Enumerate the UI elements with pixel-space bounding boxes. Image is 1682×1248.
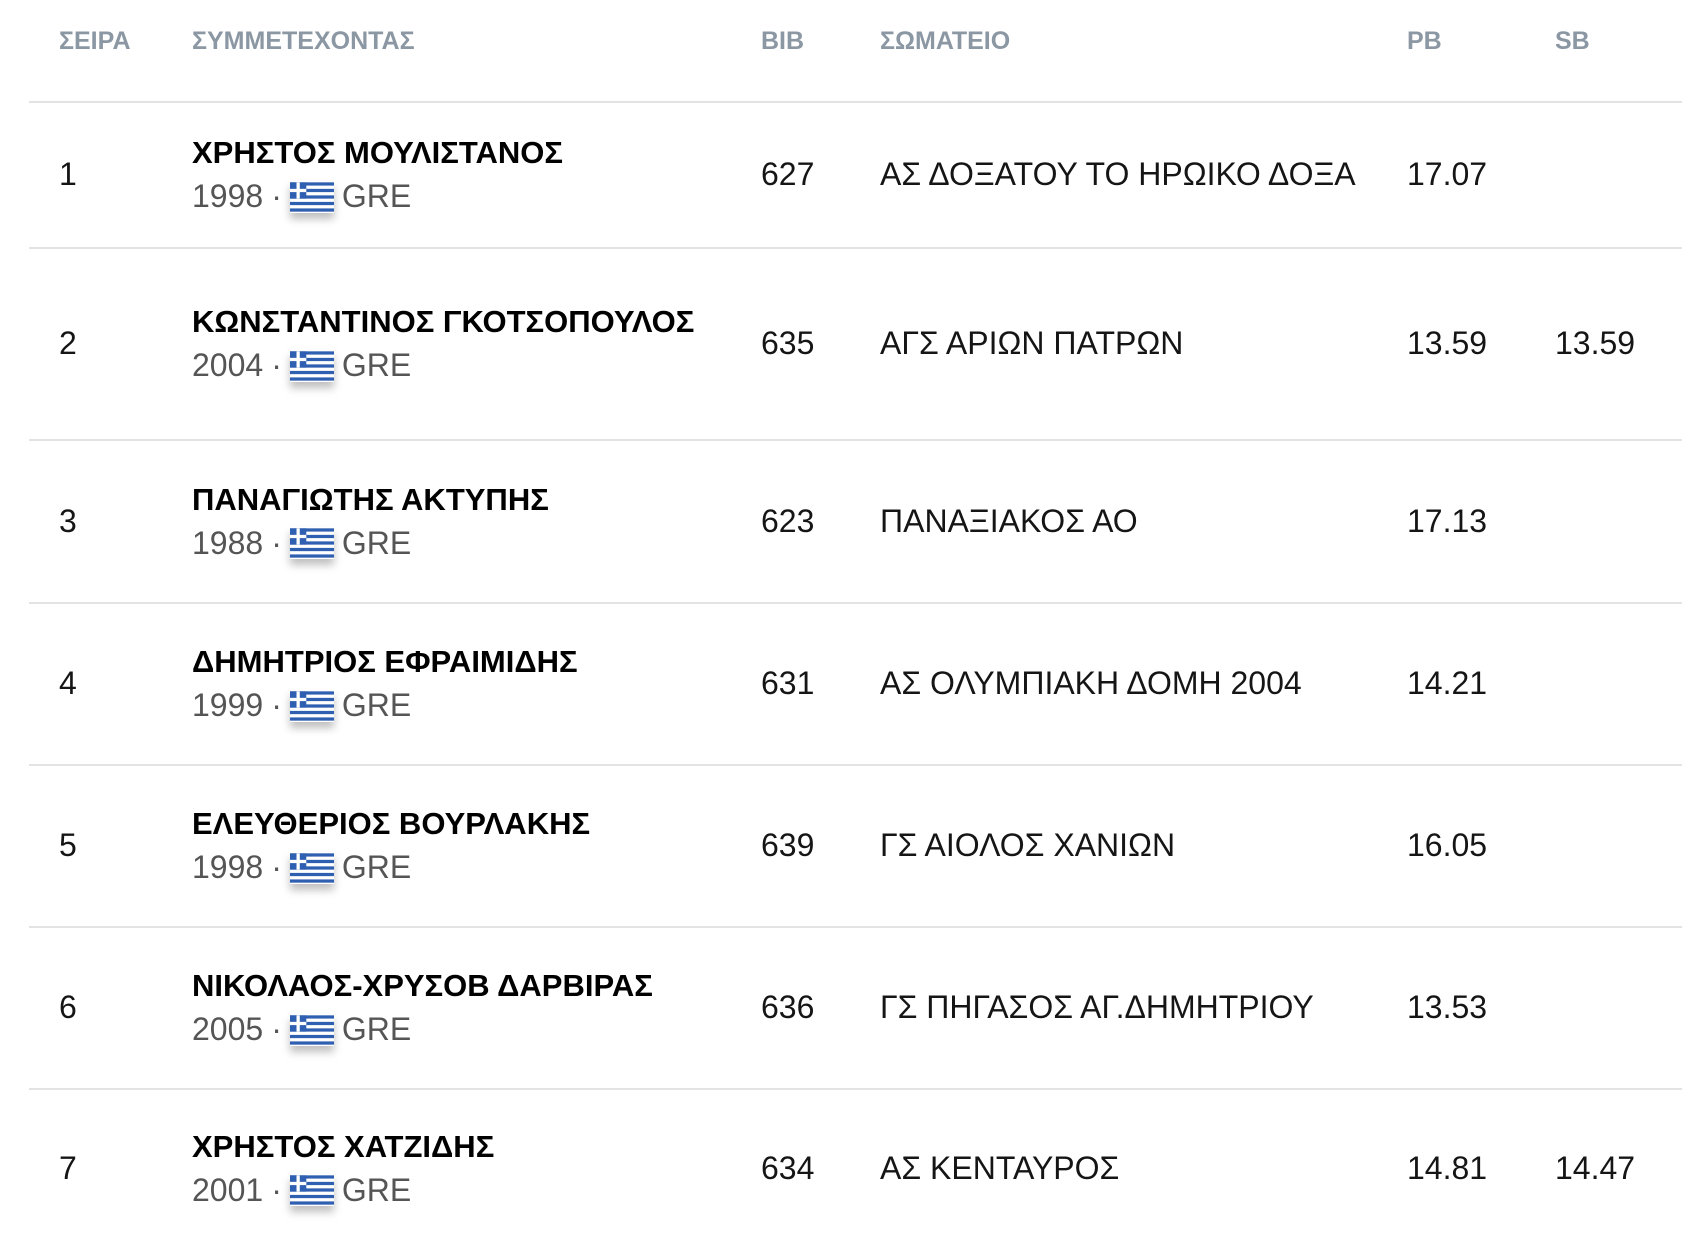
athlete-meta: 2005 · GRE [192,1009,761,1051]
athlete-name[interactable]: ΧΡΗΣΤΟΣ ΜΟΥΛΙΣΤΑΝΟΣ [192,135,564,171]
athlete-meta: 1988 · GRE [192,523,761,565]
separator: · [271,178,282,215]
athlete-name[interactable]: ΚΩΝΣΤΑΝΤΙΝΟΣ ΓΚΟΤΣΟΠΟΥΛΟΣ [192,304,695,340]
sb-cell [1555,102,1682,248]
bib-cell: 636 [761,989,815,1026]
pb-cell: 13.53 [1407,989,1488,1026]
rank-cell: 3 [59,502,77,539]
sb-cell [1555,603,1682,765]
athlete-cell: ΔΗΜΗΤΡΙΟΣ ΕΦΡΑΙΜΙΔΗΣ 1999 · GRE [192,603,761,765]
sb-cell [1555,765,1682,927]
table-header: ΣΕΙΡΑ ΣΥΜΜΕΤΕΧΟΝΤΑΣ BIB ΣΩΜΑΤΕΙΟ PB SB [29,0,1682,102]
athlete-name[interactable]: ΔΗΜΗΤΡΙΟΣ ΕΦΡΑΙΜΙΔΗΣ [192,644,578,680]
athlete-meta: 1998 · GRE [192,176,761,218]
greece-flag-icon [289,852,334,884]
table-row[interactable]: 7 ΧΡΗΣΤΟΣ ΧΑΤΖΙΔΗΣ 2001 · GRE 634 [29,1089,1682,1247]
country-code: GRE [341,1171,412,1208]
club-cell: ΑΣ ΟΛΥΜΠΙΑΚΗ ΔΟΜΗ 2004 [880,665,1302,702]
rank-cell: 5 [59,827,77,864]
greece-flag-icon [289,527,334,559]
bib-cell: 627 [761,156,815,193]
greece-flag-icon [289,690,334,722]
birth-year: 1998 [192,849,264,886]
rank-cell: 1 [59,156,77,193]
bib-cell: 631 [761,665,815,702]
separator: · [271,524,282,561]
birth-year: 1988 [192,524,264,561]
country-code: GRE [341,347,412,384]
club-cell: ΑΣ ΔΟΞΑΤΟΥ ΤΟ ΗΡΩΙΚΟ ΔΟΞΑ [880,156,1356,193]
athlete-meta: 1999 · GRE [192,685,761,727]
bib-cell: 635 [761,325,815,362]
country-code: GRE [341,178,412,215]
separator: · [271,1011,282,1048]
pb-cell: 14.81 [1407,1149,1488,1186]
header-athlete[interactable]: ΣΥΜΜΕΤΕΧΟΝΤΑΣ [192,27,415,55]
header-sb[interactable]: SB [1555,27,1590,55]
sb-cell: 13.59 [1555,325,1636,362]
table-row[interactable]: 1 ΧΡΗΣΤΟΣ ΜΟΥΛΙΣΤΑΝΟΣ 1998 · GRE 627 [29,102,1682,248]
birth-year: 1998 [192,178,264,215]
header-bib[interactable]: BIB [761,27,805,55]
pb-cell: 14.21 [1407,665,1488,702]
table-row[interactable]: 4 ΔΗΜΗΤΡΙΟΣ ΕΦΡΑΙΜΙΔΗΣ 1999 · GRE 631 [29,603,1682,765]
country-code: GRE [341,524,412,561]
club-cell: ΠΑΝΑΞΙΑΚΟΣ ΑΟ [880,502,1138,539]
table-row[interactable]: 5 ΕΛΕΥΘΕΡΙΟΣ ΒΟΥΡΛΑΚΗΣ 1998 · GRE 639 [29,765,1682,927]
athlete-name[interactable]: ΠΑΝΑΓΙΩΤΗΣ ΑΚΤΥΠΗΣ [192,481,549,517]
bib-cell: 639 [761,827,815,864]
birth-year: 1999 [192,687,264,724]
athlete-cell: ΧΡΗΣΤΟΣ ΧΑΤΖΙΔΗΣ 2001 · GRE [192,1089,761,1247]
separator: · [271,687,282,724]
club-cell: ΑΓΣ ΑΡΙΩΝ ΠΑΤΡΩΝ [880,325,1184,362]
table-row[interactable]: 2 ΚΩΝΣΤΑΝΤΙΝΟΣ ΓΚΟΤΣΟΠΟΥΛΟΣ 2004 · GRE [29,248,1682,440]
pb-cell: 17.07 [1407,156,1488,193]
birth-year: 2005 [192,1011,264,1048]
athlete-name[interactable]: ΕΛΕΥΘΕΡΙΟΣ ΒΟΥΡΛΑΚΗΣ [192,806,591,842]
separator: · [271,1171,282,1208]
header-rank[interactable]: ΣΕΙΡΑ [59,27,131,55]
club-cell: ΑΣ ΚΕΝΤΑΥΡΟΣ [880,1149,1120,1186]
header-club[interactable]: ΣΩΜΑΤΕΙΟ [880,27,1011,55]
athlete-meta: 2004 · GRE [192,345,761,387]
birth-year: 2001 [192,1171,264,1208]
bib-cell: 623 [761,502,815,539]
sb-cell: 14.47 [1555,1149,1636,1186]
table-row[interactable]: 3 ΠΑΝΑΓΙΩΤΗΣ ΑΚΤΥΠΗΣ 1988 · GRE 623 [29,440,1682,603]
start-list-table: ΣΕΙΡΑ ΣΥΜΜΕΤΕΧΟΝΤΑΣ BIB ΣΩΜΑΤΕΙΟ PB SB 1… [29,0,1682,1247]
club-cell: ΓΣ ΑΙΟΛΟΣ ΧΑΝΙΩΝ [880,827,1176,864]
separator: · [271,849,282,886]
athlete-cell: ΝΙΚΟΛΑΟΣ-ΧΡΥΣΟΒ ΔΑΡΒΙΡΑΣ 2005 · GRE [192,927,761,1089]
bib-cell: 634 [761,1149,815,1186]
country-code: GRE [341,1011,412,1048]
country-code: GRE [341,687,412,724]
athlete-cell: ΧΡΗΣΤΟΣ ΜΟΥΛΙΣΤΑΝΟΣ 1998 · GRE [192,102,761,248]
greece-flag-icon [289,1014,334,1046]
club-cell: ΓΣ ΠΗΓΑΣΟΣ ΑΓ.ΔΗΜΗΤΡΙΟΥ [880,989,1314,1026]
rank-cell: 4 [59,665,77,702]
pb-cell: 13.59 [1407,325,1488,362]
rank-cell: 2 [59,325,77,362]
birth-year: 2004 [192,347,264,384]
header-pb[interactable]: PB [1407,27,1442,55]
greece-flag-icon [289,350,334,382]
country-code: GRE [341,849,412,886]
athlete-name[interactable]: ΝΙΚΟΛΑΟΣ-ΧΡΥΣΟΒ ΔΑΡΒΙΡΑΣ [192,968,653,1004]
table-row[interactable]: 6 ΝΙΚΟΛΑΟΣ-ΧΡΥΣΟΒ ΔΑΡΒΙΡΑΣ 2005 · GRE [29,927,1682,1089]
pb-cell: 17.13 [1407,502,1488,539]
athlete-name[interactable]: ΧΡΗΣΤΟΣ ΧΑΤΖΙΔΗΣ [192,1128,495,1164]
athlete-meta: 1998 · GRE [192,847,761,889]
athlete-meta: 2001 · GRE [192,1170,761,1212]
athlete-cell: ΕΛΕΥΘΕΡΙΟΣ ΒΟΥΡΛΑΚΗΣ 1998 · GRE [192,765,761,927]
rank-cell: 7 [59,1149,77,1186]
greece-flag-icon [289,181,334,213]
sb-cell [1555,927,1682,1089]
greece-flag-icon [289,1174,334,1206]
rank-cell: 6 [59,989,77,1026]
sb-cell [1555,440,1682,603]
athlete-cell: ΠΑΝΑΓΙΩΤΗΣ ΑΚΤΥΠΗΣ 1988 · GRE [192,440,761,603]
athlete-cell: ΚΩΝΣΤΑΝΤΙΝΟΣ ΓΚΟΤΣΟΠΟΥΛΟΣ 2004 · GRE [192,248,761,440]
pb-cell: 16.05 [1407,827,1488,864]
separator: · [271,347,282,384]
